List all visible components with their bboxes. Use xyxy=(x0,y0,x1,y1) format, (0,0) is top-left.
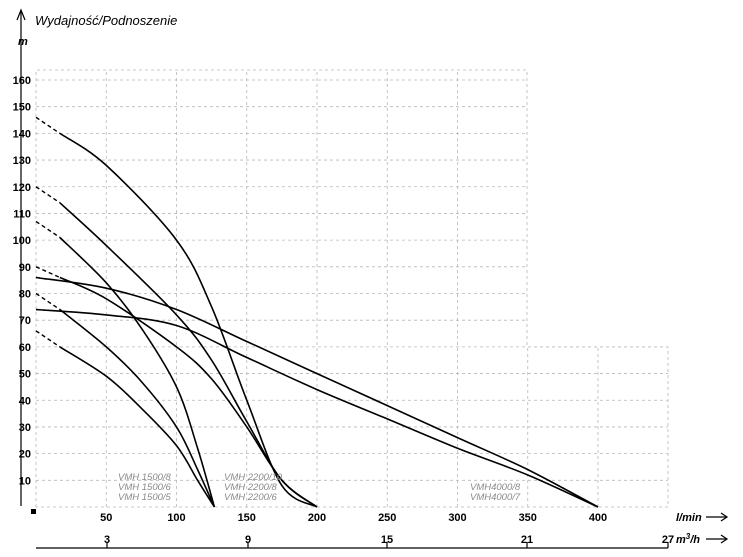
grid-border xyxy=(35,69,669,508)
pump-curve xyxy=(59,236,216,508)
x-tick-label: 400 xyxy=(589,512,607,524)
y-axis-arrow-icon xyxy=(16,8,26,21)
model-label: VMH 2200/6 xyxy=(224,492,278,503)
x-tick-label: 50 xyxy=(100,512,112,524)
curve-dashed-start xyxy=(35,116,61,134)
y-tick-label: 20 xyxy=(19,449,31,461)
pump-curve xyxy=(59,346,216,508)
x2-axis-arrow-icon xyxy=(720,534,729,544)
axes xyxy=(16,8,729,549)
curve-dashed-start xyxy=(35,266,61,279)
y-tick-label: 150 xyxy=(13,102,31,114)
model-label: VMH4000/7 xyxy=(470,492,521,503)
x2-tick-label: 3 xyxy=(104,534,110,546)
y-tick-label: 70 xyxy=(19,315,31,327)
pump-curve xyxy=(59,276,318,508)
labels: 10 20 30 40 50 60 70 80 90 100 110 120 130 140 150 160 5… xyxy=(13,13,702,546)
model-label: VMH 2200/10 xyxy=(224,472,283,483)
y-tick-label: 60 xyxy=(19,342,31,354)
curve-dashed-start xyxy=(35,220,61,239)
x2-tick-label: 27 xyxy=(662,534,674,546)
x-axis-label: l/min xyxy=(676,512,702,524)
curve-dashed-start xyxy=(35,292,61,311)
y-tick-label: 10 xyxy=(19,475,31,487)
chart-title: Wydajność/Podnoszenie xyxy=(35,13,177,28)
y-tick-label: 50 xyxy=(19,369,31,381)
pump-curve xyxy=(35,308,599,508)
grid xyxy=(35,69,669,508)
model-label: VMH 1500/8 xyxy=(118,472,172,483)
x-tick-label: 150 xyxy=(238,512,256,524)
curves xyxy=(35,116,599,508)
y-tick-label: 130 xyxy=(13,155,31,167)
y-tick-label: 140 xyxy=(13,128,31,140)
y-tick-label: 120 xyxy=(13,182,31,194)
y-tick-label: 100 xyxy=(13,235,31,247)
origin-marker xyxy=(31,509,36,514)
curve-dashed-start xyxy=(35,186,61,204)
pump-curve xyxy=(59,132,318,508)
x-tick-label: 300 xyxy=(448,512,466,524)
y-tick-label: 160 xyxy=(13,75,31,87)
y-tick-label: 90 xyxy=(19,262,31,274)
x-tick-label: 100 xyxy=(167,512,185,524)
x-axis-arrow-icon xyxy=(720,512,729,522)
x2-axis-label: m3/h xyxy=(676,532,700,546)
y-tick-label: 80 xyxy=(19,289,31,301)
model-label: VMH 1500/6 xyxy=(118,482,172,493)
pump-curve xyxy=(59,202,318,508)
model-label: VMH 1500/5 xyxy=(118,492,172,503)
curve-dashed-start xyxy=(35,330,61,348)
y-tick-label: 30 xyxy=(19,422,31,434)
y-axis-label: m xyxy=(18,36,28,48)
pump-curve xyxy=(35,276,599,508)
x2-tick-label: 9 xyxy=(245,534,251,546)
y-tick-label: 40 xyxy=(19,395,31,407)
x2-tick-label: 21 xyxy=(521,534,533,546)
x-tick-label: 350 xyxy=(519,512,537,524)
model-label: VMH 2200/8 xyxy=(224,482,278,493)
model-label: VMH4000/8 xyxy=(470,482,521,493)
x-tick-label: 250 xyxy=(378,512,396,524)
x-tick-label: 200 xyxy=(308,512,326,524)
y-tick-label: 110 xyxy=(13,208,31,220)
x2-tick-label: 15 xyxy=(381,534,393,546)
pump-curve xyxy=(59,308,216,508)
